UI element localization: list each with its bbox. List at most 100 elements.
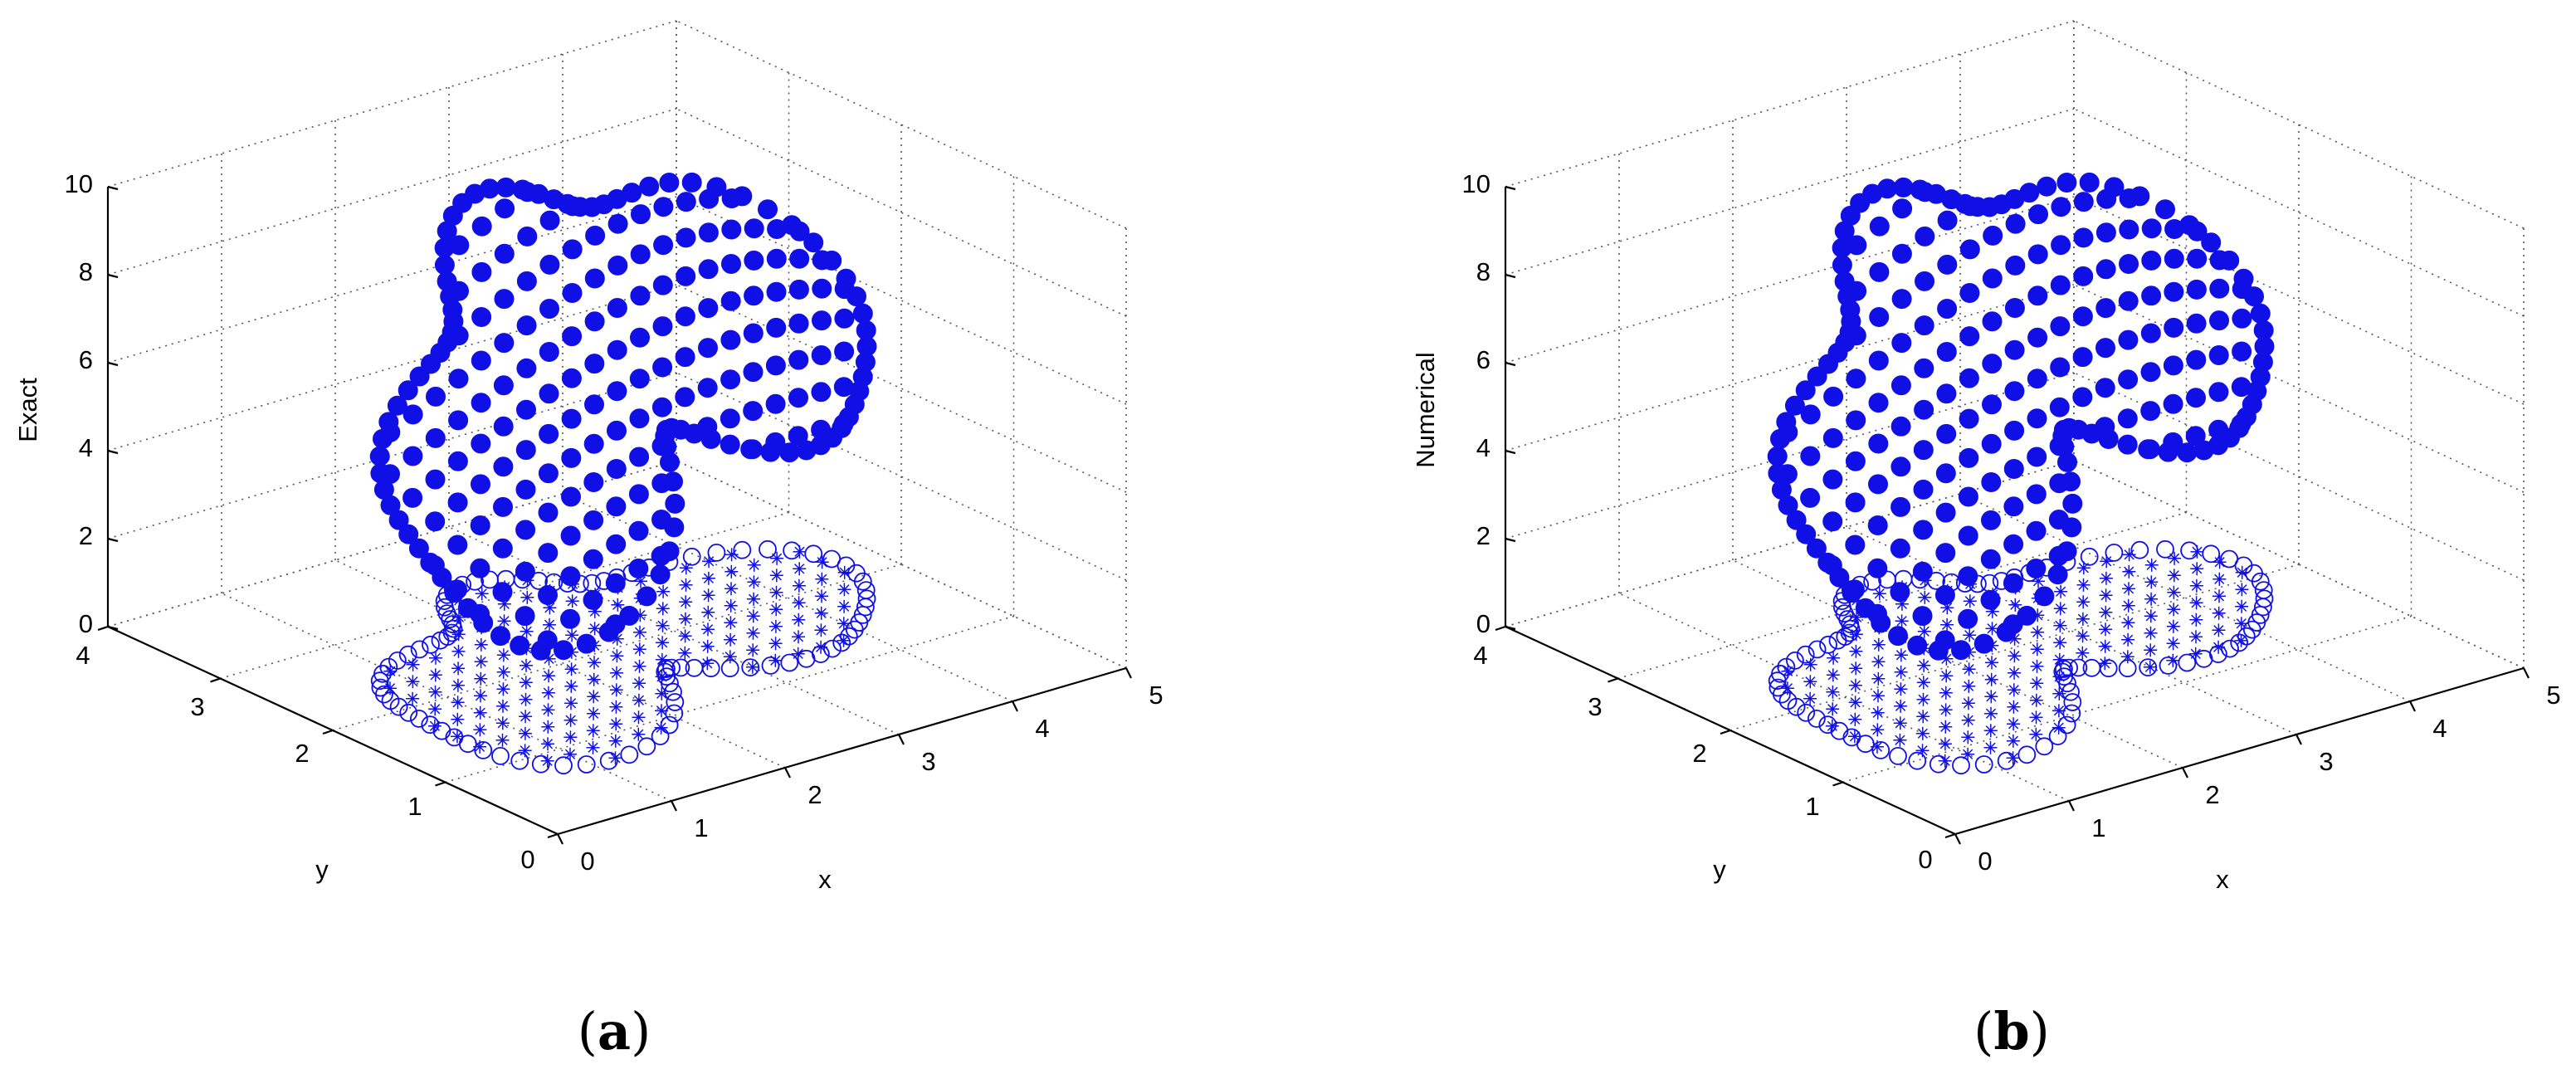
x-tick-label: 1 (2091, 813, 2105, 842)
y-axis-label: y (315, 855, 329, 884)
filled-circle-marker (2062, 493, 2083, 514)
open-circle-marker (2062, 704, 2081, 723)
filled-circle-marker (409, 366, 430, 387)
filled-circle-marker (720, 290, 741, 311)
z-tick-label: 2 (79, 521, 93, 550)
filled-circle-marker (1915, 271, 1934, 291)
grid-line (2073, 108, 2525, 317)
filled-circle-marker (539, 383, 559, 404)
filled-circle-marker (471, 474, 490, 495)
filled-circle-marker (494, 243, 515, 264)
filled-circle-marker (493, 456, 514, 477)
asterisk-marker (451, 644, 466, 658)
filled-circle-marker (447, 534, 468, 555)
filled-circle-marker (425, 511, 446, 532)
filled-circle-marker (408, 538, 429, 559)
filled-circle-marker (2232, 308, 2252, 329)
asterisk-marker (2189, 578, 2203, 593)
asterisk-marker (1893, 733, 1907, 747)
open-circle-marker (1772, 685, 1791, 704)
filled-circle-marker (607, 381, 627, 402)
asterisk-marker (2212, 623, 2226, 637)
asterisk-marker (1983, 724, 1998, 738)
filled-circle-marker (720, 434, 740, 455)
asterisk-marker (541, 737, 554, 751)
asterisk-marker (520, 658, 533, 672)
asterisk-marker (1871, 655, 1886, 669)
filled-circle-marker (619, 605, 640, 626)
y-tick-labels: 0 1 2 3 4 (1473, 641, 1932, 874)
asterisk-marker (1872, 587, 1886, 601)
x-tick (1012, 700, 1018, 712)
open-circle-marker (857, 589, 876, 608)
asterisk-marker (2167, 569, 2181, 583)
asterisk-marker (1984, 706, 1998, 720)
asterisk-marker (1984, 672, 1998, 686)
open-circle-marker (1796, 645, 1815, 664)
asterisk-marker (406, 657, 420, 671)
filled-circle-marker (765, 355, 786, 376)
x-tick (2182, 767, 2188, 779)
grid-line (676, 460, 1127, 669)
open-circle-marker (1997, 751, 2016, 770)
asterisk-marker (565, 628, 579, 642)
grid-line (1618, 593, 2070, 802)
filled-circle-marker (2187, 221, 2208, 242)
asterisk-marker (2054, 584, 2068, 598)
asterisk-marker (2008, 598, 2022, 612)
filled-circle-marker (1888, 626, 1908, 647)
filled-circle-marker (2095, 378, 2115, 398)
asterisk-marker (679, 595, 693, 609)
open-circle-marker (421, 715, 440, 735)
open-circle-marker (812, 645, 830, 663)
filled-circle-marker (698, 298, 719, 319)
filled-circle-marker (2095, 298, 2116, 319)
filled-circle-marker (583, 472, 604, 492)
filled-circle-marker (2254, 336, 2275, 357)
asterisk-marker (2166, 653, 2180, 667)
filled-circle-marker (425, 469, 446, 490)
asterisk-marker (2031, 625, 2045, 639)
y-tick-label: 2 (1692, 739, 1706, 768)
filled-circle-marker (1868, 433, 1889, 454)
asterisk-marker (746, 643, 760, 657)
open-circle-marker (531, 754, 550, 774)
grid-line (676, 284, 1127, 493)
filled-circle-marker (676, 227, 696, 248)
filled-circle-marker (659, 541, 680, 562)
z-tick-label: 2 (1476, 521, 1490, 550)
asterisk-marker (632, 710, 646, 725)
asterisk-marker (2168, 551, 2182, 565)
asterisk-marker (815, 572, 829, 586)
filled-circle-marker (2072, 347, 2093, 368)
asterisk-marker (770, 551, 784, 565)
asterisk-marker (2076, 612, 2090, 626)
asterisk-marker (428, 702, 442, 716)
filled-circle-marker (1914, 399, 1934, 420)
asterisk-marker (1847, 730, 1861, 744)
filled-circle-marker (1845, 492, 1866, 513)
filled-circle-marker (562, 239, 583, 260)
panel-caption: (b) (1973, 1001, 2050, 1062)
y-tick-label: 4 (76, 641, 90, 670)
asterisk-marker (1803, 657, 1817, 671)
z-tick (1505, 625, 1516, 631)
open-circle-marker (2221, 639, 2239, 658)
open-circle-marker (2208, 645, 2227, 663)
filled-circle-marker (538, 585, 558, 605)
asterisk-marker (656, 618, 670, 632)
x-tick (1954, 833, 1961, 845)
open-circle-marker (2230, 633, 2249, 652)
y-tick-label: 3 (190, 692, 204, 721)
filled-circle-marker (1959, 326, 1980, 347)
open-circle-marker (2156, 539, 2174, 559)
filled-circle-marker (606, 496, 627, 517)
filled-circle-marker (492, 582, 513, 603)
filled-circle-marker (834, 341, 855, 362)
filled-circle-marker (2027, 327, 2048, 348)
asterisk-marker (2166, 619, 2180, 633)
asterisk-marker (792, 578, 806, 593)
x-tick (2068, 800, 2075, 812)
filled-circle-marker (676, 266, 696, 286)
filled-circle-marker (1935, 543, 1956, 564)
